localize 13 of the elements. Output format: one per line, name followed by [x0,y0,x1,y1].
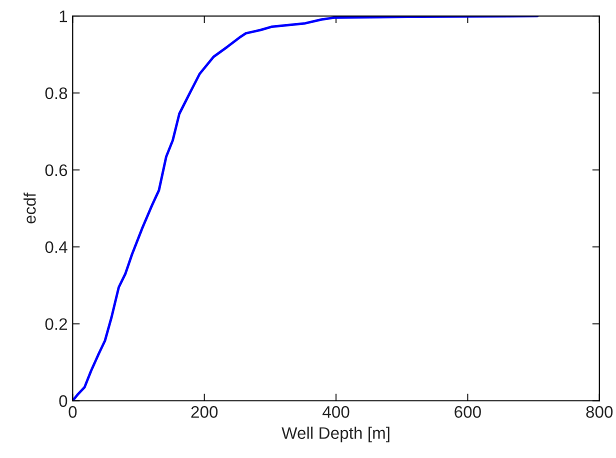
y-tick-label: 0.2 [45,318,67,330]
y-tick-label: 0.8 [45,87,68,100]
x-tick-label: 800 [586,406,613,418]
x-tick-label: 600 [454,406,481,418]
y-tick-label: 0.6 [45,164,68,176]
y-tick-label: 0.4 [45,241,68,254]
x-tick-label: 0 [68,406,77,418]
y-tick-label: 1 [60,10,68,22]
x-axis-title: Well Depth [m] [282,426,390,442]
y-tick-label: 0 [59,395,68,407]
y-axis-title: ecdf [24,192,36,224]
x-tick-label: 200 [191,406,218,418]
x-tick-label: 400 [322,406,350,418]
